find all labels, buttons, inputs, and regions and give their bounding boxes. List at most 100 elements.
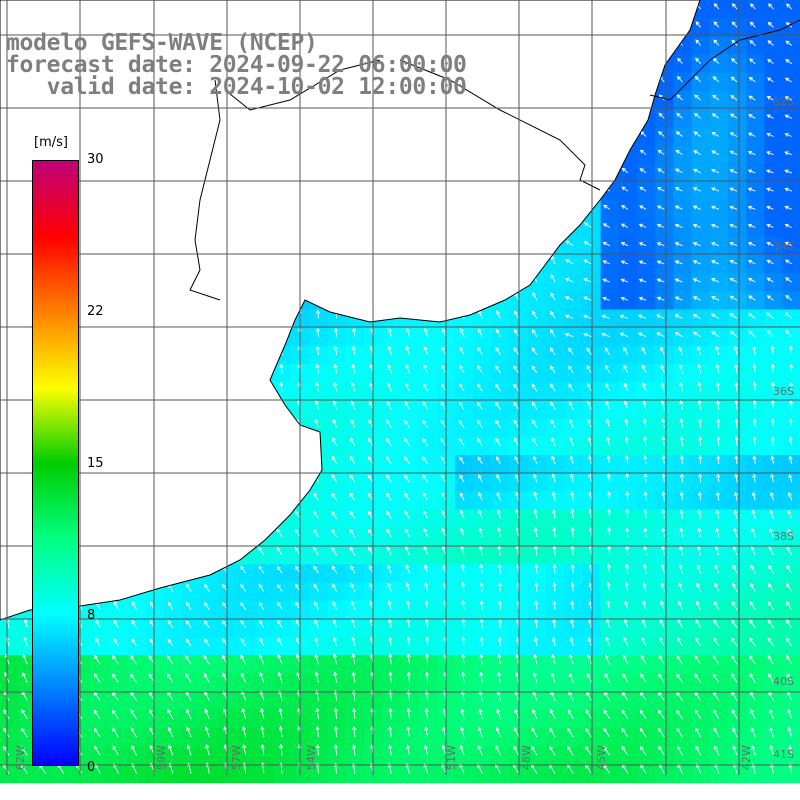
wind-speed-cell [709,345,729,365]
wind-arrow [751,527,756,538]
wind-speed-cell [400,345,420,365]
wind-speed-cell [109,746,128,765]
wind-arrow [695,57,702,65]
wind-arrow [788,399,794,410]
wind-speed-cell [655,200,674,219]
wind-speed-cell [327,655,347,674]
wind-speed-cell [218,746,238,765]
wind-arrow [622,654,629,665]
wind-speed-cell [491,673,511,693]
wind-speed-cell [764,309,784,329]
wind-speed-cell [709,491,729,511]
wind-speed-cell [491,364,511,383]
wind-arrow [638,260,647,265]
wind-arrow [258,601,265,610]
wind-speed-cell [618,709,638,729]
wind-arrow [734,418,739,428]
wind-arrow [729,223,738,228]
wind-speed-cell [709,728,729,747]
wind-arrow [95,637,101,647]
wind-arrow [677,618,683,629]
wind-arrow [693,113,701,119]
wind-arrow [460,527,465,538]
wind-speed-cell [782,327,800,347]
wind-speed-cell [236,709,256,729]
wind-arrow [785,295,792,301]
wind-speed-cell [709,527,729,547]
wind-arrow [788,345,793,355]
wind-speed-cell [345,709,365,729]
wind-arrow [711,132,720,137]
wind-arrow [332,618,338,629]
wind-speed-cell [564,236,583,256]
wind-speed-cell [618,200,638,219]
wind-speed-cell [291,582,310,602]
wind-speed-cell [691,600,711,620]
wind-arrow [602,296,610,301]
wind-arrow [661,472,666,483]
wind-arrow [583,222,592,228]
wind-speed-cell [473,418,492,438]
wind-arrow [656,296,665,301]
wind-speed-cell [782,436,800,456]
wind-arrow [679,454,684,465]
wind-speed-cell [291,345,310,365]
wind-speed-cell [527,564,547,583]
wind-arrow [314,671,319,683]
wind-arrow [349,546,356,556]
wind-arrow [423,564,429,574]
wind-speed-cell [637,527,656,547]
wind-speed-cell [491,564,511,583]
wind-arrow [514,455,520,465]
wind-speed-cell [327,527,347,547]
wind-arrow [368,419,374,428]
wind-arrow [638,223,647,228]
wind-arrow [405,345,410,356]
wind-arrow [729,277,738,283]
wind-speed-cell [764,109,784,128]
wind-arrow [716,417,721,428]
wind-speed-cell [491,436,511,456]
wind-speed-cell [746,691,765,711]
wind-speed-cell [691,637,711,656]
wind-arrow [698,454,703,465]
wind-arrow [657,709,665,720]
wind-speed-cell [709,509,729,529]
wind-speed-cell [418,364,438,383]
wind-speed-cell [546,728,565,747]
wind-speed-cell [327,473,347,492]
wind-arrow [204,601,210,610]
wind-arrow [495,401,501,410]
wind-arrow [642,400,647,410]
wind-arrow [656,242,665,247]
wind-speed-cell [418,728,438,747]
wind-arrow [768,708,774,720]
wind-arrow [441,327,447,337]
wind-arrow [697,509,702,519]
wind-speed-cell [546,582,565,602]
wind-speed-cell [655,364,674,383]
wind-speed-cell [691,673,711,693]
wind-speed-cell [546,764,565,784]
wind-speed-cell [327,764,347,784]
wind-speed-cell [673,291,693,310]
wind-speed-cell [291,655,310,674]
wind-arrow [676,94,683,101]
wind-arrow [660,600,665,610]
wind-arrow [513,745,520,756]
wind-arrow [692,331,701,338]
wind-speed-cell [764,72,784,92]
wind-arrow [331,455,338,465]
wind-speed-cell [673,54,693,74]
wind-speed-cell [345,618,365,638]
wind-speed-cell [728,0,747,19]
wind-speed-cell [546,418,565,438]
wind-speed-cell [127,691,147,711]
wind-speed-cell [618,327,638,347]
wind-speed-cell [618,273,638,292]
wind-arrow [95,619,101,629]
wind-speed-cell [400,473,420,492]
wind-arrow [695,745,702,756]
wind-speed-cell [618,564,638,583]
